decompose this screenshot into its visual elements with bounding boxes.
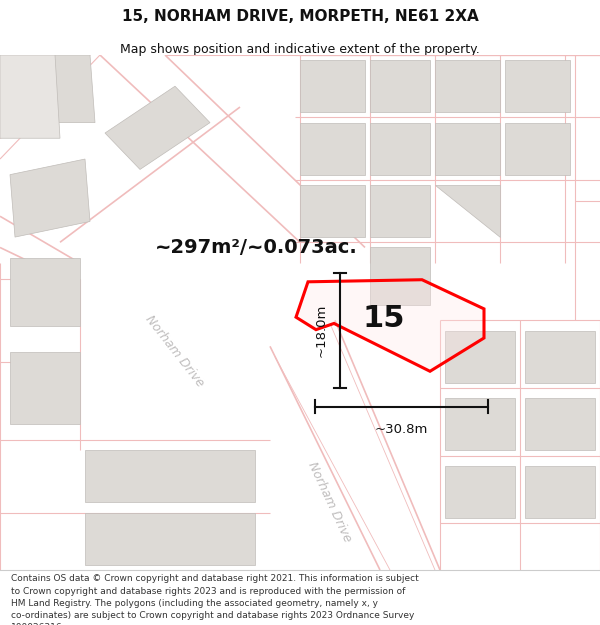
Polygon shape (370, 185, 430, 237)
Polygon shape (525, 398, 595, 451)
Polygon shape (505, 60, 570, 112)
Text: ~297m²/~0.073ac.: ~297m²/~0.073ac. (155, 238, 358, 257)
Polygon shape (525, 466, 595, 518)
Polygon shape (435, 60, 500, 112)
Polygon shape (300, 60, 365, 112)
Polygon shape (300, 122, 365, 174)
Text: ~30.8m: ~30.8m (375, 423, 428, 436)
Polygon shape (370, 122, 430, 174)
Text: 15: 15 (363, 304, 406, 333)
Polygon shape (300, 185, 365, 237)
Polygon shape (10, 159, 90, 237)
Polygon shape (435, 185, 500, 237)
Polygon shape (296, 280, 484, 371)
Polygon shape (435, 122, 500, 174)
Text: Contains OS data © Crown copyright and database right 2021. This information is : Contains OS data © Crown copyright and d… (11, 574, 419, 625)
Text: Norham Drive: Norham Drive (305, 460, 355, 544)
Polygon shape (85, 512, 255, 565)
Polygon shape (105, 86, 210, 169)
Text: Map shows position and indicative extent of the property.: Map shows position and indicative extent… (120, 42, 480, 56)
Text: Norham Drive: Norham Drive (143, 313, 207, 390)
Text: ~18.0m: ~18.0m (315, 304, 328, 358)
Polygon shape (370, 60, 430, 112)
Polygon shape (10, 351, 80, 424)
Polygon shape (85, 451, 255, 503)
Text: 15, NORHAM DRIVE, MORPETH, NE61 2XA: 15, NORHAM DRIVE, MORPETH, NE61 2XA (122, 9, 478, 24)
Polygon shape (445, 398, 515, 451)
Polygon shape (370, 248, 430, 305)
Polygon shape (525, 331, 595, 382)
Polygon shape (505, 122, 570, 174)
Polygon shape (0, 55, 95, 123)
Polygon shape (445, 331, 515, 382)
Polygon shape (0, 55, 60, 138)
Polygon shape (445, 466, 515, 518)
Polygon shape (10, 258, 80, 326)
